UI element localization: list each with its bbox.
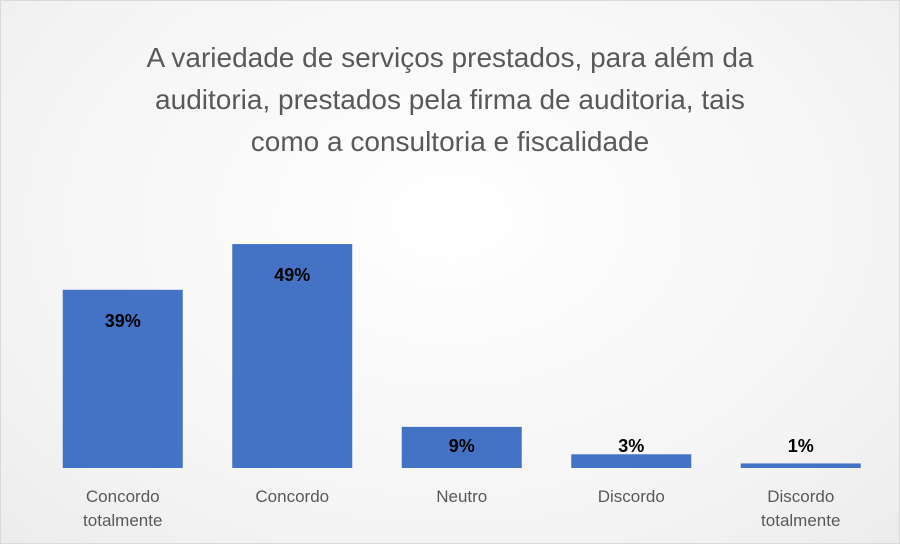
bar [401, 426, 522, 468]
x-tick-label: Discordo [597, 487, 665, 506]
value-label: 49% [274, 265, 310, 285]
x-tick-label: Discordo totalmente [761, 487, 841, 530]
bar [232, 244, 353, 468]
chart-title: como a consultoria e fiscalidade [251, 126, 649, 157]
chart-title: A variedade de serviços prestados, para … [146, 42, 753, 73]
x-tick-label: Concordo totalmente [83, 487, 163, 530]
bar [571, 454, 692, 468]
bar [62, 289, 183, 468]
value-label: 39% [105, 311, 141, 331]
bar [740, 463, 861, 468]
chart-title: auditoria, prestados pela firma de audit… [155, 84, 745, 115]
value-label: 9% [449, 436, 475, 456]
value-label: 1% [788, 436, 814, 456]
x-tick-label: Concordo [255, 487, 330, 506]
value-label: 3% [618, 436, 644, 456]
x-tick-label: Neutro [436, 487, 488, 506]
